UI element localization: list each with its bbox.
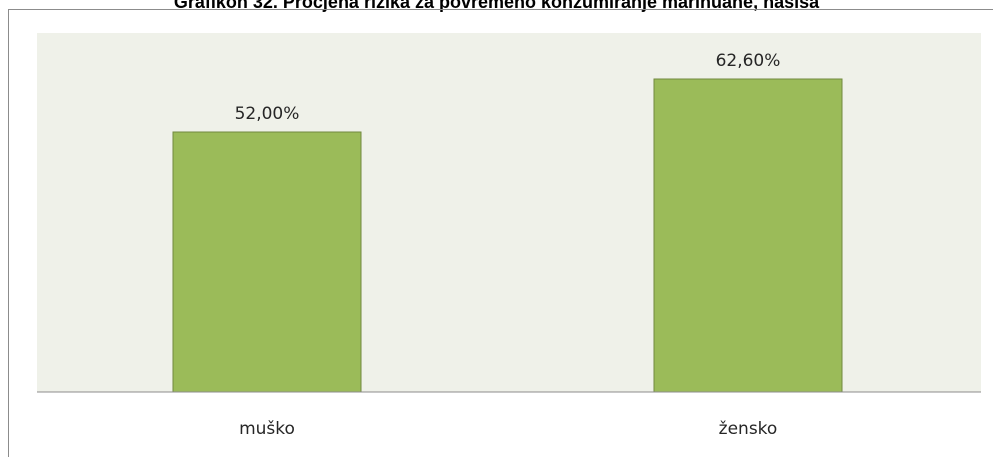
- chart-frame: [8, 9, 993, 457]
- data-label-0: 52,00%: [235, 104, 300, 124]
- category-label-0: muško: [239, 419, 295, 439]
- bar-1: [653, 78, 843, 393]
- category-label-1: žensko: [719, 419, 778, 439]
- data-label-1: 62,60%: [716, 51, 781, 71]
- bar-0: [172, 131, 362, 393]
